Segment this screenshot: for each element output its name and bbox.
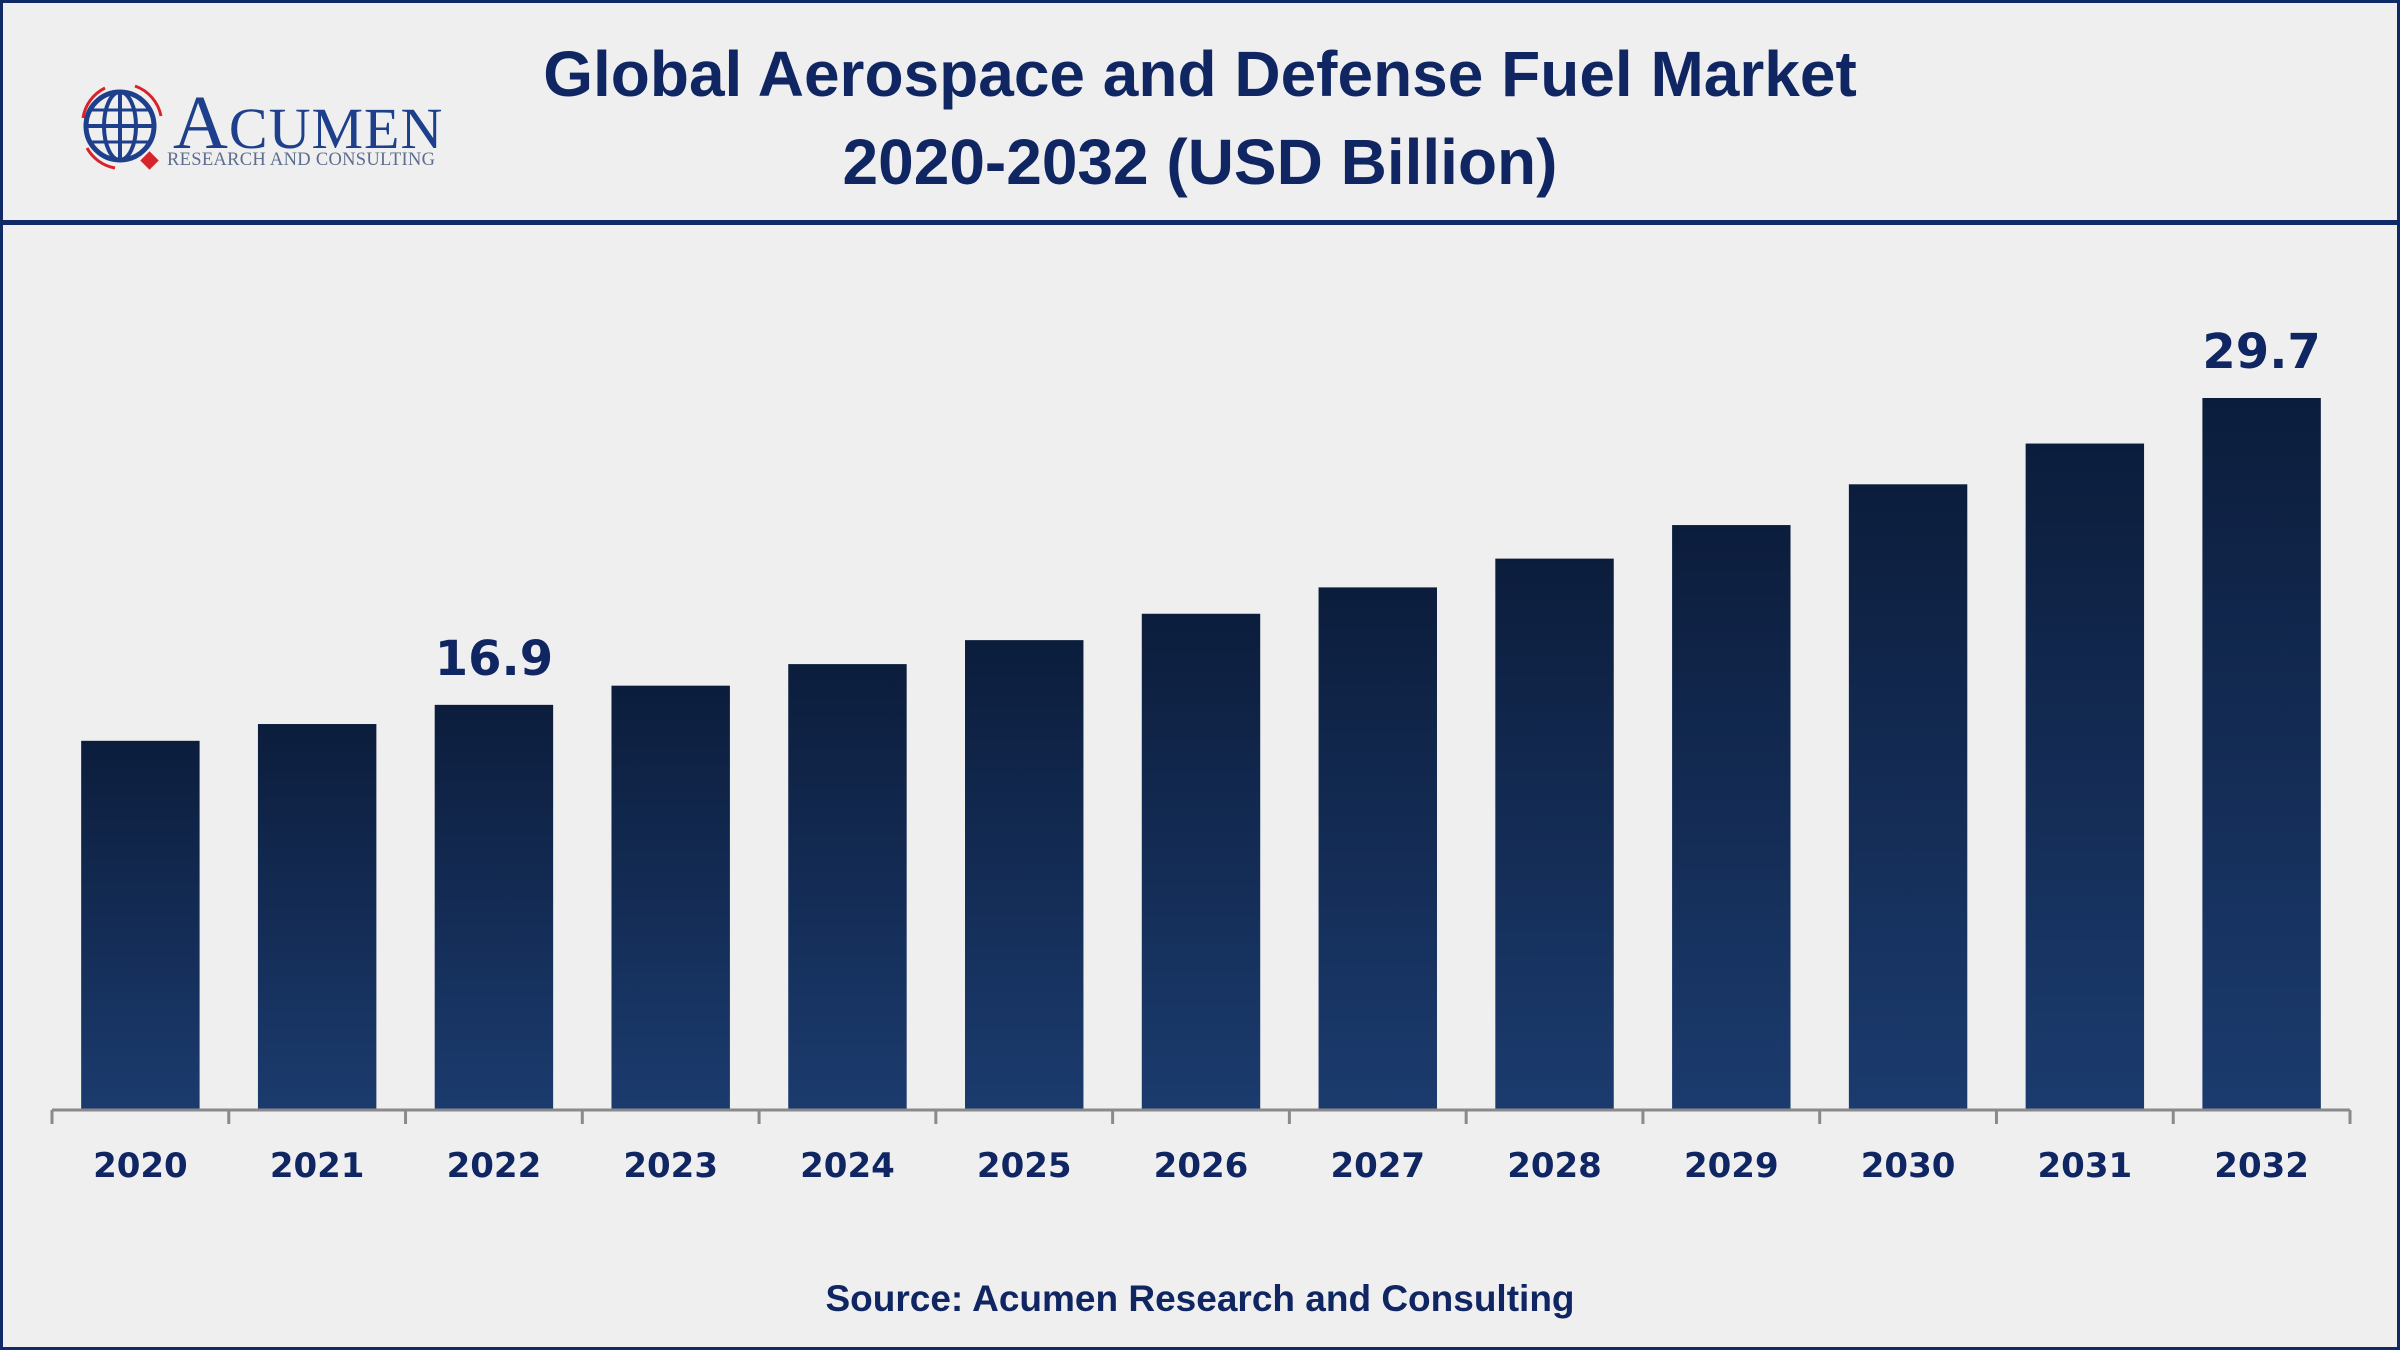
bar-2023 [611,685,730,1110]
bar-2028 [1495,558,1614,1110]
data-label-2022: 16.9 [435,631,553,687]
bar-2026 [1141,613,1261,1110]
x-tick-label-2023: 2023 [623,1146,718,1186]
chart-title: Global Aerospace and Defense Fuel Market… [460,30,1940,206]
bar-2031 [2025,443,2145,1110]
source-note: Source: Acumen Research and Consulting [825,1278,1575,1319]
logo-wordmark: ACUMEN [173,81,444,165]
data-label-2032: 29.7 [2202,324,2320,380]
bar-2021 [257,724,377,1110]
x-tick-label-2028: 2028 [1507,1146,1602,1186]
bar-2024 [788,664,907,1110]
x-tick-label-2024: 2024 [800,1146,895,1186]
x-tick-label-2020: 2020 [93,1146,188,1186]
header-divider [3,220,2397,225]
bar-2025 [965,640,1084,1110]
x-tick-label-2021: 2021 [270,1146,365,1186]
x-tick-label-2029: 2029 [1684,1146,1779,1186]
x-tick-label-2027: 2027 [1330,1146,1425,1186]
globe-icon [81,84,163,170]
x-tick-label-2025: 2025 [977,1146,1072,1186]
x-tick-label-2022: 2022 [447,1146,542,1186]
bar-2029 [1672,525,1791,1110]
bar-2020 [81,740,200,1110]
acumen-logo: ACUMEN RESEARCH AND CONSULTING [75,78,455,178]
title-line-1: Global Aerospace and Defense Fuel Market [543,38,1857,110]
x-tick-label-2026: 2026 [1154,1146,1249,1186]
bar-2032 [2202,398,2321,1110]
bar-2027 [1318,587,1437,1110]
x-tick-label-2031: 2031 [2038,1146,2133,1186]
bar-2030 [1848,484,1968,1110]
bar-2022 [434,704,554,1110]
title-line-2: 2020-2032 (USD Billion) [842,126,1558,198]
x-tick-label-2032: 2032 [2214,1146,2309,1186]
logo-tagline: RESEARCH AND CONSULTING [167,150,436,170]
x-tick-label-2030: 2030 [1861,1146,1956,1186]
